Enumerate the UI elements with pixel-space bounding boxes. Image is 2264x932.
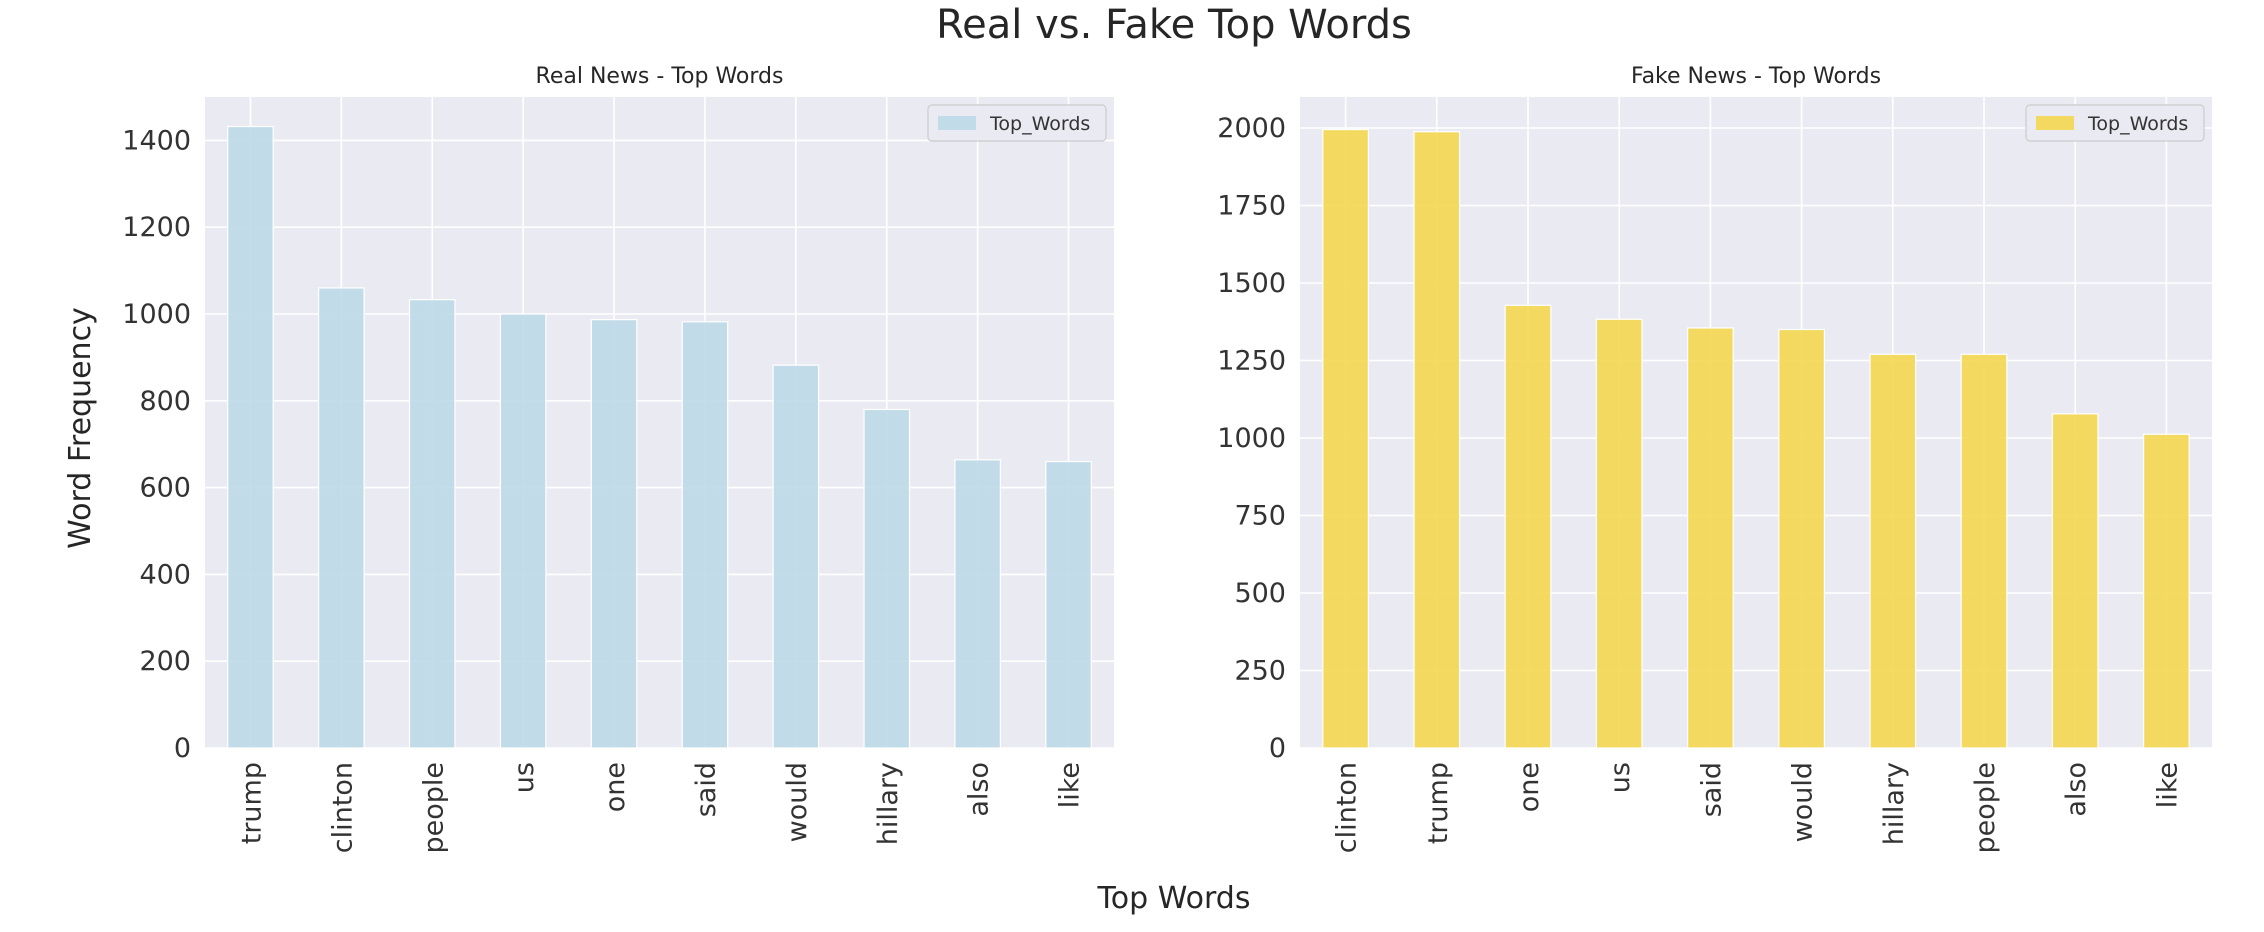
- real-x-tick-label: trump: [236, 762, 267, 844]
- fake-x-tick-label: one: [1514, 762, 1545, 812]
- fake-bar-like: [2143, 433, 2190, 749]
- real-panel-title: Real News - Top Words: [536, 64, 784, 89]
- real-y-tick-label: 800: [139, 386, 191, 417]
- fake-panel-title: Fake News - Top Words: [1631, 64, 1881, 89]
- fake-x-tick-label: hillary: [1879, 762, 1910, 845]
- fake-x-tick-label: like: [2152, 762, 2183, 808]
- fake-legend-label: Top_Words: [2087, 113, 2188, 135]
- fake-bar-also: [2051, 413, 2099, 749]
- fake-x-tick-label: people: [1970, 762, 2001, 854]
- real-x-tick-label: hillary: [873, 762, 904, 845]
- fake-bar-one: [1504, 304, 1552, 749]
- fake-x-tick-label: clinton: [1332, 762, 1363, 853]
- real-bar-would: [772, 364, 820, 749]
- real-x-tick-label: also: [964, 762, 995, 817]
- fake-y-tick-label: 1750: [1217, 191, 1286, 222]
- real-bar-said: [681, 321, 729, 749]
- real-y-tick-label: 1200: [122, 212, 191, 243]
- fake-y-tick-label: 2000: [1217, 113, 1286, 144]
- real-legend-label: Top_Words: [989, 113, 1090, 135]
- real-x-tick-label: us: [509, 762, 540, 793]
- fake-y-tick-label: 750: [1234, 501, 1286, 532]
- real-x-tick-label: clinton: [327, 762, 358, 853]
- real-x-tick-label: like: [1055, 762, 1086, 808]
- fake-bar-hillary: [1869, 353, 1917, 749]
- real-y-tick-label: 400: [139, 559, 191, 590]
- fake-bar-people: [1960, 353, 2008, 749]
- fake-y-tick-label: 1000: [1217, 423, 1286, 454]
- real-x-tick-label: people: [418, 762, 449, 854]
- fake-y-tick-label: 0: [1269, 733, 1286, 764]
- fake-y-tick-label: 500: [1234, 578, 1286, 609]
- fake-y-tick-label: 1250: [1217, 346, 1286, 377]
- real-bar-also: [954, 459, 1001, 749]
- fake-x-tick-label: also: [2061, 762, 2092, 817]
- real-bar-people: [408, 299, 456, 749]
- fake-x-tick-label: would: [1788, 762, 1819, 842]
- real-y-tick-label: 200: [139, 646, 191, 677]
- fake-x-tick-label: us: [1605, 762, 1636, 793]
- fake-legend: [2025, 104, 2205, 142]
- real-y-tick-label: 600: [139, 473, 191, 504]
- fake-bar-said: [1686, 327, 1734, 749]
- fake-bar-us: [1595, 318, 1643, 749]
- real-bar-hillary: [863, 408, 911, 749]
- fake-legend-swatch: [2036, 116, 2074, 130]
- real-x-tick-label: one: [600, 762, 631, 812]
- real-bar-clinton: [318, 287, 365, 749]
- real-x-tick-label: said: [691, 762, 722, 817]
- figure-title: Real vs. Fake Top Words: [936, 2, 1412, 48]
- real-y-tick-label: 1400: [122, 125, 191, 156]
- real-news-panel: 0 200 400 600 800 1000 1200 1400 trump clinton peo…: [122, 64, 1114, 854]
- fake-x-tick-label: trump: [1423, 762, 1454, 844]
- real-x-tick-label: would: [782, 762, 813, 842]
- fake-y-tick-label: 250: [1234, 656, 1286, 687]
- real-legend-swatch: [938, 116, 976, 130]
- real-y-tick-label: 1000: [122, 299, 191, 330]
- real-bar-one: [590, 319, 638, 749]
- real-y-tick-label: 0: [174, 733, 191, 764]
- fake-y-tick-label: 1500: [1217, 268, 1286, 299]
- fake-bar-would: [1778, 328, 1826, 749]
- real-bar-like: [1045, 460, 1092, 749]
- fake-x-tick-label: said: [1696, 762, 1727, 817]
- real-bar-trump: [227, 125, 274, 749]
- x-axis-label: Top Words: [1097, 881, 1251, 916]
- fake-news-panel: 0 250 500 750 1000 1250 1500 1750 2000 clinton tru…: [1217, 64, 2212, 854]
- fake-bar-trump: [1413, 131, 1461, 749]
- real-bar-us: [499, 313, 547, 749]
- real-legend: [927, 104, 1107, 142]
- y-axis-label: Word Frequency: [63, 307, 98, 549]
- fake-bar-clinton: [1322, 128, 1370, 749]
